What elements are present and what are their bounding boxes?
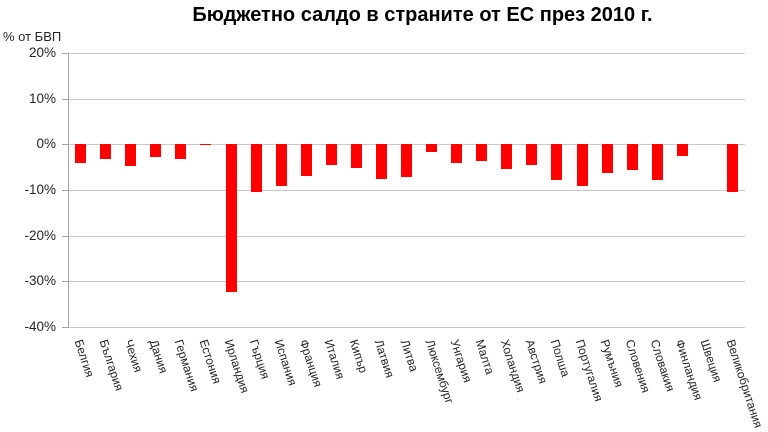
y-axis-tick [62,327,69,328]
y-axis-tick [62,281,69,283]
y-tick-label: 0% [36,136,56,152]
bar-Полша [551,144,563,181]
y-tick-label: -40% [24,319,56,334]
x-axis-label: Унгария [447,337,475,385]
y-tick-label: -30% [24,273,56,289]
bar-Испания [275,144,287,187]
y-axis-unit-label: % от БВП [3,29,62,44]
x-axis-label: Швеция [698,337,725,384]
bar-Естония [200,143,212,145]
x-axis-label: Литва [397,337,421,374]
gridline [68,190,745,191]
bar-Дания [150,144,162,157]
x-axis-label: Германия [171,337,202,394]
x-axis-label: Великобритания [723,337,765,430]
x-axis-label: Дания [146,337,171,375]
bar-Белгия [75,144,86,163]
x-axis-label: Гърция [246,337,273,381]
x-axis-label: Австрия [522,337,550,386]
x-axis-label: Малта [472,337,497,377]
bar-Люксембург [426,144,438,153]
bar-Великобритания [727,144,738,192]
bar-Германия [175,144,187,160]
chart-title: Бюджетно салдо в страните от ЕС през 201… [192,4,653,26]
bar-Франция [300,144,312,177]
x-axis-label: Испания [271,337,300,388]
y-axis-tick [62,98,69,100]
x-axis-label: Полша [547,337,573,379]
bar-Кипър [350,144,362,169]
x-axis-label: Холандия [497,337,528,395]
y-tick-label: -20% [24,227,56,243]
gridline [68,281,745,283]
bar-Чехия [125,144,137,166]
bar-България [100,144,112,159]
x-axis-label: Румъния [597,337,627,390]
bar-Италия [325,144,337,166]
y-axis-tick [62,53,69,54]
bar-Финландия [676,144,688,156]
x-axis-label: Ирландия [221,337,253,395]
x-axis-label: Словения [622,337,654,395]
x-axis-label: Естония [196,337,224,386]
x-axis-label: България [96,337,126,393]
y-tick-label: 20% [28,45,56,60]
gridline [68,235,745,237]
bar-Литва [401,144,412,177]
x-axis-label: Кипър [347,337,371,375]
bar-Словакия [651,144,663,181]
y-axis-tick [62,144,69,146]
x-axis-label: Словакия [647,337,678,394]
bar-Унгария [451,144,463,164]
x-axis-label: Италия [321,337,348,381]
y-axis-tick [62,235,69,237]
bar-Малта [476,144,488,161]
y-axis-line [68,53,69,327]
x-axis-label: Латвия [372,337,398,380]
bar-Холандия [501,144,513,169]
x-axis-label: Франция [296,337,326,389]
bar-Румъния [601,144,613,174]
gridline [68,98,745,100]
bar-Латвия [375,144,387,180]
bar-Гърция [250,144,262,193]
bar-Португалия [576,144,588,186]
y-tick-label: 10% [28,90,56,106]
bar-Ирландия [225,144,237,293]
gridline [68,53,745,54]
y-tick-label: -10% [24,182,56,197]
bar-Австрия [526,144,538,166]
bar-Словения [626,144,638,170]
x-axis-label: Чехия [121,337,146,374]
x-axis-label: Белгия [71,337,97,379]
y-axis-tick [62,190,69,191]
gridline [68,327,745,328]
